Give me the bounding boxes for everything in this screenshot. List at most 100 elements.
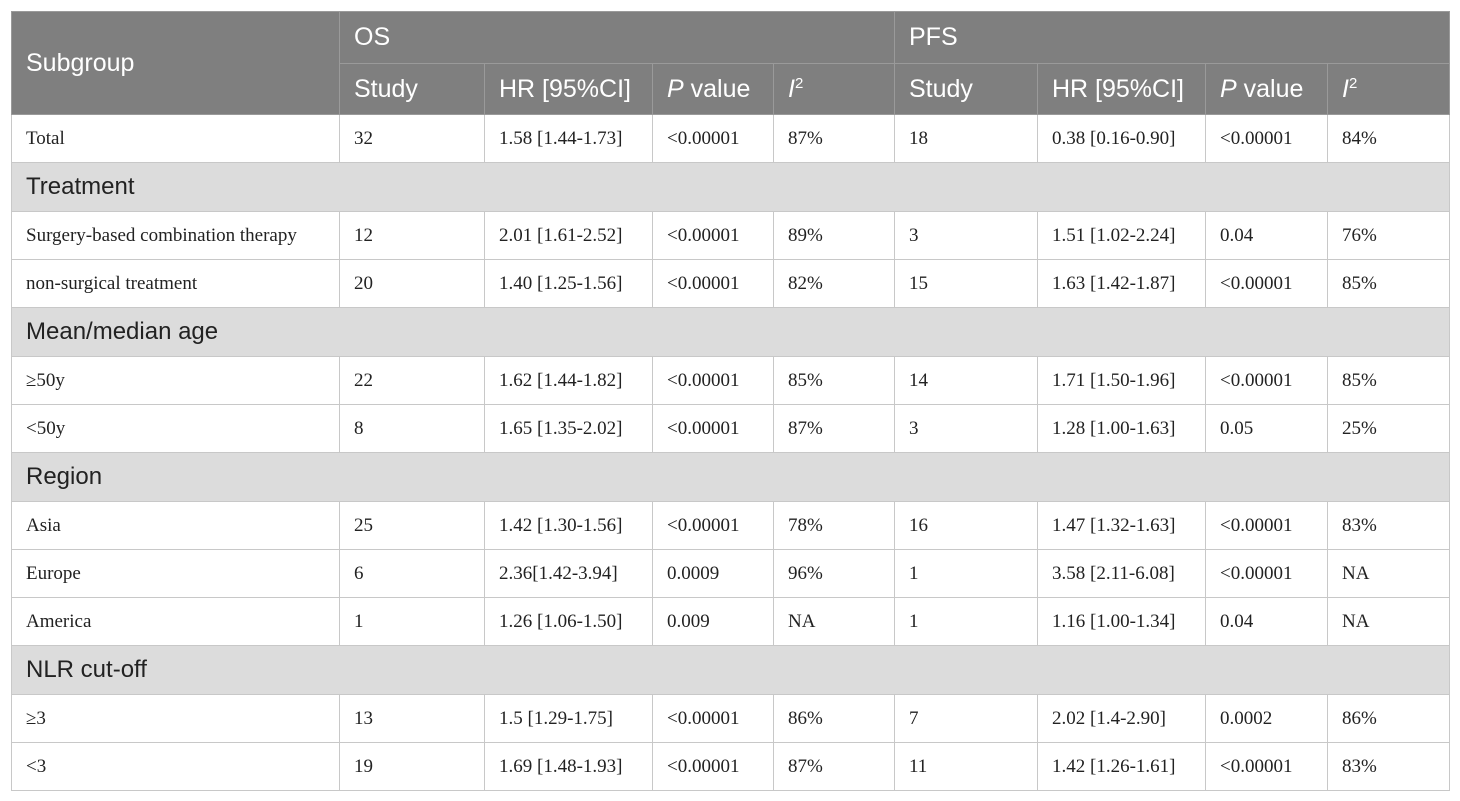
cell-pfs-hr: 1.28 [1.00-1.63] bbox=[1037, 404, 1206, 453]
cell-pfs-i2: 86% bbox=[1327, 694, 1450, 743]
cell-os-p: <0.00001 bbox=[652, 114, 774, 163]
cell-pfs-hr: 1.16 [1.00-1.34] bbox=[1037, 597, 1206, 646]
i-letter: I bbox=[1342, 74, 1349, 103]
header-pfs: PFS bbox=[894, 11, 1450, 64]
subgroup-analysis-table: Subgroup OS PFS Study HR [95%CI] P value… bbox=[11, 11, 1450, 791]
cell-os-hr: 1.5 [1.29-1.75] bbox=[484, 694, 653, 743]
cell-subgroup: Europe bbox=[11, 549, 340, 598]
header-pfs-hr: HR [95%CI] bbox=[1037, 63, 1206, 115]
cell-subgroup: Total bbox=[11, 114, 340, 163]
header-pfs-p: P value bbox=[1205, 63, 1328, 115]
table-row: <50y 8 1.65 [1.35-2.02] <0.00001 87% 3 1.28 [1… bbox=[11, 404, 1450, 453]
p-italic: P bbox=[1220, 74, 1237, 103]
p-italic: P bbox=[667, 74, 684, 103]
cell-os-i2: 82% bbox=[773, 259, 895, 308]
cell-os-hr: 1.69 [1.48-1.93] bbox=[484, 742, 653, 791]
header-os-i2: I2 bbox=[773, 63, 895, 115]
cell-pfs-p: <0.00001 bbox=[1205, 259, 1328, 308]
section-row: NLR cut-off bbox=[11, 645, 1450, 695]
cell-subgroup: <3 bbox=[11, 742, 340, 791]
table-row: Asia 25 1.42 [1.30-1.56] <0.00001 78% 16 1.47 … bbox=[11, 501, 1450, 550]
cell-pfs-study: 7 bbox=[894, 694, 1038, 743]
section-label: Mean/median age bbox=[11, 307, 1450, 357]
cell-pfs-study: 16 bbox=[894, 501, 1038, 550]
cell-pfs-i2: NA bbox=[1327, 597, 1450, 646]
cell-pfs-hr: 0.38 [0.16-0.90] bbox=[1037, 114, 1206, 163]
p-rest: value bbox=[683, 74, 751, 103]
cell-pfs-study: 18 bbox=[894, 114, 1038, 163]
table-row: <3 19 1.69 [1.48-1.93] <0.00001 87% 11 1.42 [1… bbox=[11, 742, 1450, 791]
cell-os-study: 20 bbox=[339, 259, 485, 308]
cell-os-hr: 1.42 [1.30-1.56] bbox=[484, 501, 653, 550]
cell-os-i2: 86% bbox=[773, 694, 895, 743]
header-subgroup: Subgroup bbox=[11, 11, 340, 115]
section-row: Mean/median age bbox=[11, 307, 1450, 357]
cell-pfs-hr: 1.71 [1.50-1.96] bbox=[1037, 356, 1206, 405]
cell-pfs-hr: 1.47 [1.32-1.63] bbox=[1037, 501, 1206, 550]
cell-os-p: <0.00001 bbox=[652, 356, 774, 405]
cell-pfs-p: 0.04 bbox=[1205, 597, 1328, 646]
cell-os-study: 12 bbox=[339, 211, 485, 260]
cell-os-study: 6 bbox=[339, 549, 485, 598]
cell-pfs-hr: 1.63 [1.42-1.87] bbox=[1037, 259, 1206, 308]
cell-os-hr: 1.65 [1.35-2.02] bbox=[484, 404, 653, 453]
section-label: Region bbox=[11, 452, 1450, 502]
cell-pfs-p: <0.00001 bbox=[1205, 114, 1328, 163]
header-pfs-i2: I2 bbox=[1327, 63, 1450, 115]
table-container: Subgroup OS PFS Study HR [95%CI] P value… bbox=[11, 11, 1450, 791]
cell-pfs-p: <0.00001 bbox=[1205, 742, 1328, 791]
table-row: non-surgical treatment 20 1.40 [1.25-1.56]… bbox=[11, 259, 1450, 308]
table-row: America 1 1.26 [1.06-1.50] 0.009 NA 1 1.16 [1.… bbox=[11, 597, 1450, 646]
i-sup: 2 bbox=[1348, 74, 1358, 92]
cell-pfs-p: <0.00001 bbox=[1205, 501, 1328, 550]
cell-pfs-hr: 3.58 [2.11-6.08] bbox=[1037, 549, 1206, 598]
cell-os-study: 22 bbox=[339, 356, 485, 405]
cell-os-hr: 2.36[1.42-3.94] bbox=[484, 549, 653, 598]
i-sup: 2 bbox=[794, 74, 804, 92]
table-header: Subgroup OS PFS Study HR [95%CI] P value… bbox=[11, 11, 1450, 115]
cell-os-hr: 1.40 [1.25-1.56] bbox=[484, 259, 653, 308]
header-os-study: Study bbox=[339, 63, 485, 115]
header-os-p: P value bbox=[652, 63, 774, 115]
section-label: Treatment bbox=[11, 162, 1450, 212]
section-label: NLR cut-off bbox=[11, 645, 1450, 695]
cell-pfs-i2: 84% bbox=[1327, 114, 1450, 163]
cell-subgroup: non-surgical treatment bbox=[11, 259, 340, 308]
cell-os-i2: 87% bbox=[773, 404, 895, 453]
cell-os-p: <0.00001 bbox=[652, 694, 774, 743]
cell-pfs-i2: 25% bbox=[1327, 404, 1450, 453]
cell-os-study: 13 bbox=[339, 694, 485, 743]
cell-pfs-i2: 83% bbox=[1327, 501, 1450, 550]
cell-pfs-i2: 83% bbox=[1327, 742, 1450, 791]
cell-subgroup: Asia bbox=[11, 501, 340, 550]
cell-subgroup: ≥50y bbox=[11, 356, 340, 405]
cell-pfs-i2: 85% bbox=[1327, 356, 1450, 405]
cell-os-p: <0.00001 bbox=[652, 259, 774, 308]
cell-pfs-hr: 1.42 [1.26-1.61] bbox=[1037, 742, 1206, 791]
cell-os-study: 25 bbox=[339, 501, 485, 550]
cell-pfs-p: <0.00001 bbox=[1205, 356, 1328, 405]
cell-subgroup: America bbox=[11, 597, 340, 646]
cell-pfs-i2: NA bbox=[1327, 549, 1450, 598]
cell-pfs-i2: 76% bbox=[1327, 211, 1450, 260]
cell-os-study: 8 bbox=[339, 404, 485, 453]
cell-os-i2: NA bbox=[773, 597, 895, 646]
table-row: Total 32 1.58 [1.44-1.73] <0.00001 87% 18 0.38… bbox=[11, 114, 1450, 163]
header-pfs-study: Study bbox=[894, 63, 1038, 115]
cell-pfs-hr: 2.02 [1.4-2.90] bbox=[1037, 694, 1206, 743]
cell-os-study: 19 bbox=[339, 742, 485, 791]
header-os: OS bbox=[339, 11, 895, 64]
cell-pfs-study: 11 bbox=[894, 742, 1038, 791]
cell-os-i2: 87% bbox=[773, 114, 895, 163]
section-row: Region bbox=[11, 452, 1450, 502]
cell-pfs-study: 3 bbox=[894, 211, 1038, 260]
cell-pfs-study: 15 bbox=[894, 259, 1038, 308]
cell-pfs-study: 3 bbox=[894, 404, 1038, 453]
cell-subgroup: ≥3 bbox=[11, 694, 340, 743]
cell-os-i2: 89% bbox=[773, 211, 895, 260]
cell-pfs-hr: 1.51 [1.02-2.24] bbox=[1037, 211, 1206, 260]
cell-pfs-p: 0.0002 bbox=[1205, 694, 1328, 743]
cell-os-i2: 87% bbox=[773, 742, 895, 791]
cell-pfs-study: 14 bbox=[894, 356, 1038, 405]
cell-os-hr: 1.58 [1.44-1.73] bbox=[484, 114, 653, 163]
